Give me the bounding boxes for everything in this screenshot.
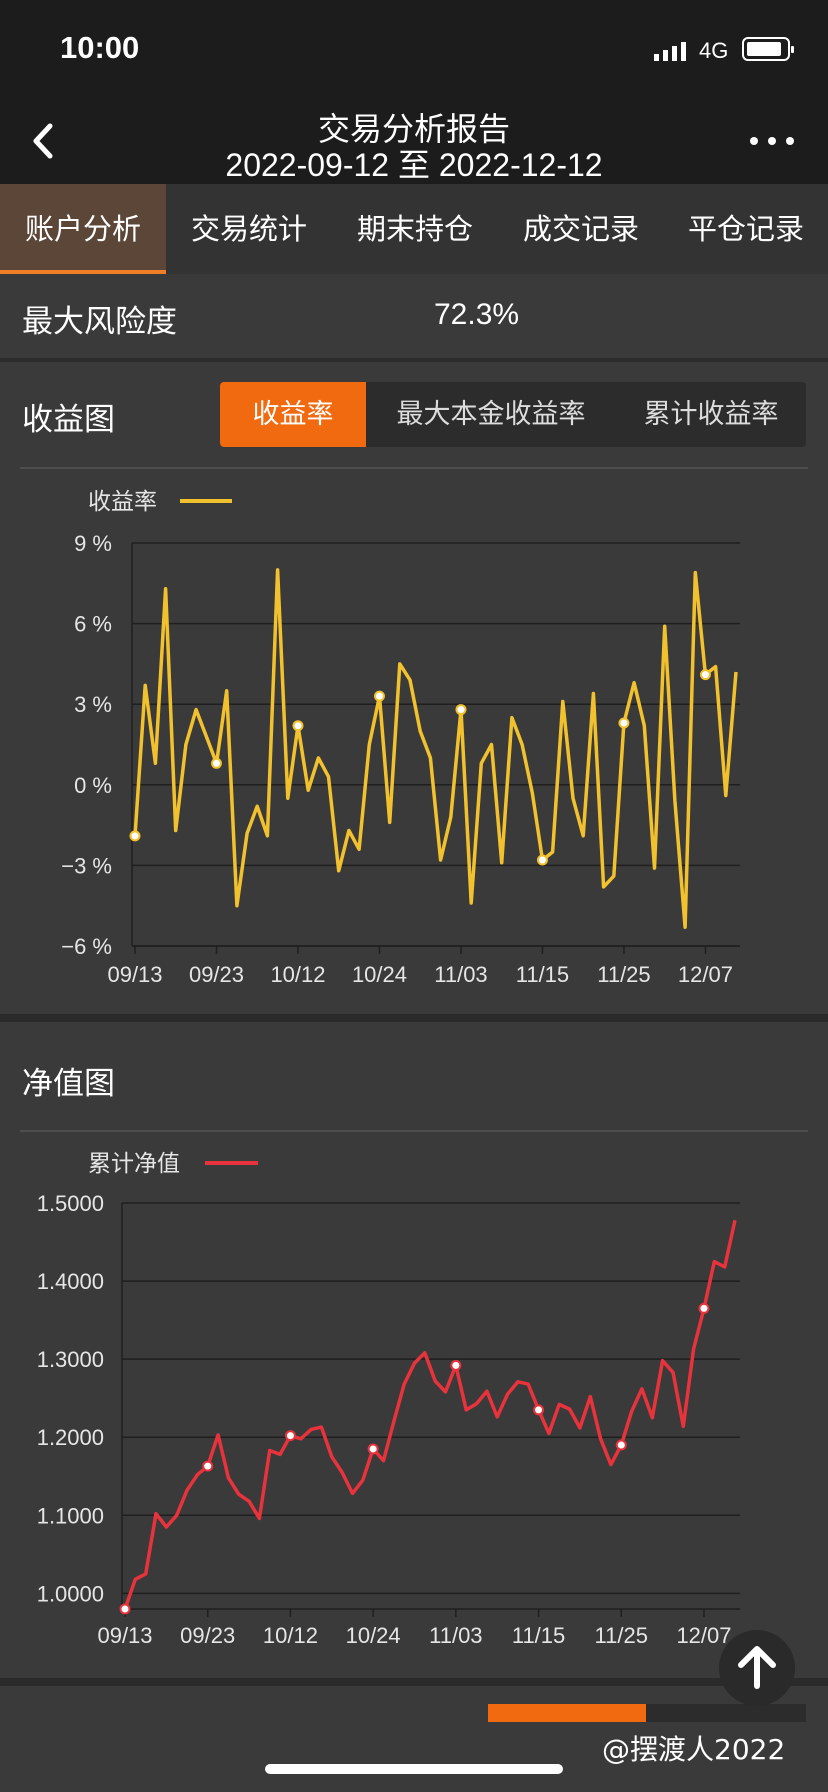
return-rate-chart: 9 % 6 % 3 % 0 % −3 % −6 % 09/13 09/23 10/12 10/2… <box>61 489 740 987</box>
c0-y-tick-label: 6 % <box>74 612 112 637</box>
c0-data-point <box>373 690 385 702</box>
c1-data-point <box>450 1359 462 1371</box>
c0-x-tick-label: 11/03 <box>434 962 487 987</box>
watermark: @摆渡人2022 <box>602 1733 786 1766</box>
scroll-to-top-button[interactable] <box>719 1630 795 1706</box>
return-rate-legend: 收益率 <box>88 489 232 515</box>
net-value-chart: 1.5000 1.4000 1.3000 1.2000 1.1000 1.0000 09/… <box>37 1151 740 1648</box>
return-rate-y-ticks: 9 % 6 % 3 % 0 % −3 % −6 % <box>61 531 112 959</box>
c1-y-tick-label: 1.4000 <box>37 1269 104 1294</box>
max-risk-row: 最大风险度 72.3% <box>0 274 828 362</box>
c0-y-tick-label: −3 % <box>61 853 112 878</box>
c1-x-tick-label: 10/24 <box>346 1623 401 1648</box>
tab-bar: 账户分析 交易统计 期末持仓 成交记录 平仓记录 <box>0 184 828 274</box>
page-title: 交易分析报告 <box>317 111 510 147</box>
legend-return-rate: 收益率 <box>88 489 157 515</box>
nav-section-title: 净值图 <box>22 1066 115 1102</box>
c1-data-point <box>284 1430 296 1442</box>
c0-x-tick-label: 09/23 <box>189 962 244 987</box>
more-dots-icon[interactable] <box>748 134 796 148</box>
c1-series-line <box>123 1219 737 1610</box>
c0-data-point <box>618 717 630 729</box>
battery-icon <box>742 37 794 61</box>
segment-cumulative-return[interactable]: 累计收益率 <box>643 399 779 430</box>
nav-divider <box>20 1130 808 1132</box>
c1-y-tick-label: 1.3000 <box>37 1347 104 1372</box>
arrow-up-icon <box>738 1646 776 1689</box>
c0-y-tick-label: 0 % <box>74 773 112 798</box>
returns-section-title: 收益图 <box>22 402 115 438</box>
max-risk-value: 72.3% <box>434 298 520 331</box>
c0-x-tick-label: 12/07 <box>678 962 733 987</box>
c1-x-tick-label: 11/25 <box>595 1623 648 1648</box>
c0-data-point <box>210 757 222 769</box>
status-time: 10:00 <box>60 30 140 65</box>
segment-return-rate[interactable]: 收益率 <box>220 382 366 447</box>
c0-x-tick-label: 11/15 <box>516 962 569 987</box>
net-value-legend: 累计净值 <box>88 1151 258 1177</box>
c0-y-tick-label: −6 % <box>61 934 112 959</box>
segment-max-principal-return[interactable]: 最大本金收益率 <box>396 399 586 430</box>
c1-data-point <box>119 1603 131 1615</box>
home-indicator <box>265 1764 563 1774</box>
c0-data-point <box>455 704 467 716</box>
net-value-x-ticks: 09/13 09/23 10/12 10/24 11/03 11/15 11/25 12/07 <box>97 1623 731 1648</box>
return-rate-gridlines <box>131 542 740 954</box>
c1-x-tick-label: 11/03 <box>429 1623 482 1648</box>
c1-y-tick-label: 1.2000 <box>37 1425 104 1450</box>
c1-data-point <box>367 1443 379 1455</box>
signal-icon <box>654 42 686 61</box>
legend-cumulative-nav: 累计净值 <box>88 1151 180 1177</box>
c0-y-tick-label: 3 % <box>74 692 112 717</box>
c0-data-point <box>699 669 711 681</box>
c0-y-tick-label: 9 % <box>74 531 112 556</box>
section-separator-bottom <box>0 1678 828 1686</box>
max-risk-label: 最大风险度 <box>22 304 177 340</box>
c0-data-point <box>292 720 304 732</box>
c1-x-tick-label: 10/12 <box>263 1623 318 1648</box>
c0-data-point <box>129 830 141 842</box>
c1-x-tick-label: 09/23 <box>180 1623 235 1648</box>
c0-x-tick-label: 11/25 <box>597 962 650 987</box>
c1-x-tick-label: 12/07 <box>676 1623 731 1648</box>
tab-fill-records[interactable]: 成交记录 <box>522 212 639 246</box>
return-rate-series <box>129 568 738 929</box>
net-value-y-ticks: 1.5000 1.4000 1.3000 1.2000 1.1000 1.0000 <box>37 1191 104 1606</box>
network-type: 4G <box>699 38 729 63</box>
returns-divider <box>20 467 808 469</box>
c1-data-point <box>202 1460 214 1472</box>
c1-data-point <box>533 1404 545 1416</box>
c1-x-tick-label: 11/15 <box>512 1623 565 1648</box>
net-value-gridlines <box>121 1202 740 1617</box>
return-rate-x-ticks: 09/13 09/23 10/12 10/24 11/03 11/15 11/25 12/07 <box>107 962 733 987</box>
returns-segment-control: 收益率 最大本金收益率 累计收益率 <box>220 382 806 447</box>
chevron-left-icon[interactable] <box>24 118 64 164</box>
section-separator <box>0 1014 828 1022</box>
c0-data-point <box>536 854 548 866</box>
c1-y-tick-label: 1.1000 <box>37 1503 104 1528</box>
c0-x-tick-label: 09/13 <box>107 962 162 987</box>
tab-account-analysis[interactable]: 账户分析 <box>0 184 166 274</box>
c1-y-tick-label: 1.0000 <box>37 1581 104 1606</box>
c0-series-line <box>133 568 738 929</box>
net-value-series <box>119 1219 737 1615</box>
c1-data-point <box>698 1302 710 1314</box>
c1-x-tick-label: 09/13 <box>97 1623 152 1648</box>
tab-trade-stats[interactable]: 交易统计 <box>190 212 307 246</box>
nav-bar: 交易分析报告 2022-09-12 至 2022-12-12 <box>0 100 828 184</box>
c0-x-tick-label: 10/24 <box>352 962 407 987</box>
status-bar: 10:00 4G <box>0 0 828 100</box>
tab-close-records[interactable]: 平仓记录 <box>687 212 804 246</box>
c1-data-point <box>615 1439 627 1451</box>
bottom-area <box>0 1722 828 1792</box>
c1-y-tick-label: 1.5000 <box>37 1191 104 1216</box>
tab-end-positions[interactable]: 期末持仓 <box>356 212 473 246</box>
c0-x-tick-label: 10/12 <box>270 962 325 987</box>
date-range: 2022-09-12 至 2022-12-12 <box>225 147 603 183</box>
